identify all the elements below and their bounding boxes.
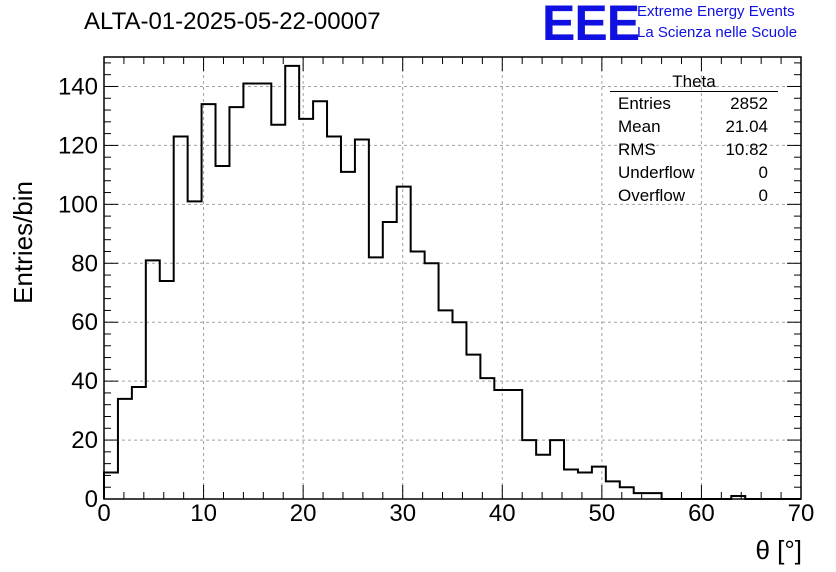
stats-value: 2852	[730, 94, 768, 113]
eee-logo: EEE	[542, 0, 640, 51]
stats-title: Theta	[610, 72, 778, 92]
y-tick-label: 80	[71, 250, 98, 277]
chart-title: ALTA-01-2025-05-22-00007	[84, 8, 381, 35]
x-tick-label: 40	[489, 500, 516, 527]
plot-frame	[103, 56, 802, 500]
x-tick-label: 20	[290, 500, 317, 527]
stats-box: Theta Entries 2852 Mean 21.04 RMS 10.82 …	[610, 72, 778, 207]
x-tick-label: 30	[389, 500, 416, 527]
stats-key: Overflow	[618, 186, 686, 205]
x-tick-label: 0	[97, 500, 110, 527]
logo-line-1: Extreme Energy Events	[637, 3, 795, 20]
y-tick-label: 40	[71, 368, 98, 395]
y-axis-label-wrap: Entries/bin	[8, 181, 38, 311]
y-tick-label: 100	[58, 191, 98, 218]
stats-key: RMS	[618, 140, 656, 159]
x-tick-label: 70	[788, 500, 815, 527]
y-tick-label: 120	[58, 132, 98, 159]
stats-row-rms: RMS 10.82	[610, 138, 778, 161]
x-tick-label: 10	[190, 500, 217, 527]
y-tick-label: 140	[58, 73, 98, 100]
x-axis-label: θ [°]	[755, 535, 802, 565]
x-tick-label: 50	[589, 500, 616, 527]
y-axis-label: Entries/bin	[8, 181, 38, 304]
stats-key: Underflow	[618, 163, 695, 182]
stats-key: Mean	[618, 117, 661, 136]
stats-row-overflow: Overflow 0	[610, 184, 778, 207]
stats-key: Entries	[618, 94, 671, 113]
stats-row-entries: Entries 2852	[610, 92, 778, 115]
y-tick-label: 0	[85, 486, 98, 513]
logo-line-2: La Scienza nelle Scuole	[637, 24, 798, 41]
stats-row-mean: Mean 21.04	[610, 115, 778, 138]
histogram-line	[103, 64, 801, 500]
y-tick-label: 20	[71, 427, 98, 454]
y-tick-label: 60	[71, 309, 98, 336]
stats-value: 21.04	[725, 117, 768, 136]
stats-value: 10.82	[725, 140, 768, 159]
stats-value: 0	[758, 163, 768, 182]
stats-row-underflow: Underflow 0	[610, 161, 778, 184]
stats-value: 0	[758, 186, 768, 205]
x-tick-label: 60	[688, 500, 715, 527]
